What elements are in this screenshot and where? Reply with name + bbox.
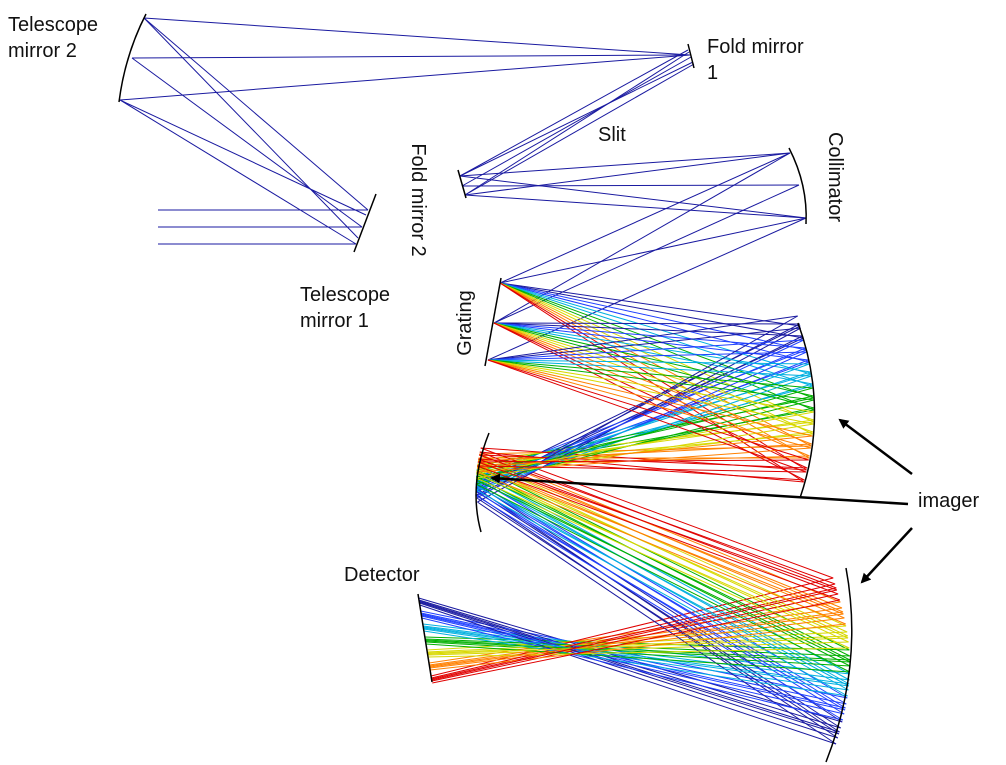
arrow [862, 528, 912, 582]
label: Telescope mirror 1 [300, 282, 410, 334]
ray [500, 153, 790, 283]
ray [500, 283, 809, 362]
label: Grating [452, 283, 478, 363]
label: Telescope mirror 2 [8, 12, 118, 64]
ray [460, 50, 688, 176]
ray [465, 153, 790, 195]
ray [477, 467, 847, 632]
ray [476, 364, 809, 486]
ray-trace [0, 0, 1006, 765]
ray [460, 62, 693, 176]
ray [500, 283, 814, 422]
rays [120, 18, 850, 744]
label: Slit [598, 122, 626, 148]
grating [485, 278, 501, 366]
ray [420, 605, 836, 744]
label: Collimator [822, 117, 848, 237]
ray [488, 340, 804, 360]
ray [460, 153, 790, 176]
ray [462, 57, 691, 186]
ray [132, 55, 690, 58]
ray [120, 55, 690, 100]
ray [500, 218, 806, 283]
ray [494, 323, 800, 324]
optical-diagram: Telescope mirror 2 Telescope mirror 1 Fo… [0, 0, 1006, 765]
ray [465, 195, 806, 218]
ray [120, 100, 356, 244]
ray [488, 360, 809, 460]
ray [144, 18, 368, 210]
ray [120, 100, 366, 215]
ray [477, 466, 840, 600]
label: Fold mirror 1 [707, 34, 807, 86]
ray [144, 18, 690, 55]
ray [144, 18, 358, 238]
ray [500, 283, 806, 350]
ray [479, 455, 835, 584]
arrow [840, 420, 912, 474]
ray [465, 64, 694, 195]
label: imager [918, 488, 979, 514]
ray [460, 176, 806, 218]
ray [462, 185, 799, 186]
label: Fold mirror 2 [405, 135, 431, 265]
label: Detector [344, 562, 420, 588]
